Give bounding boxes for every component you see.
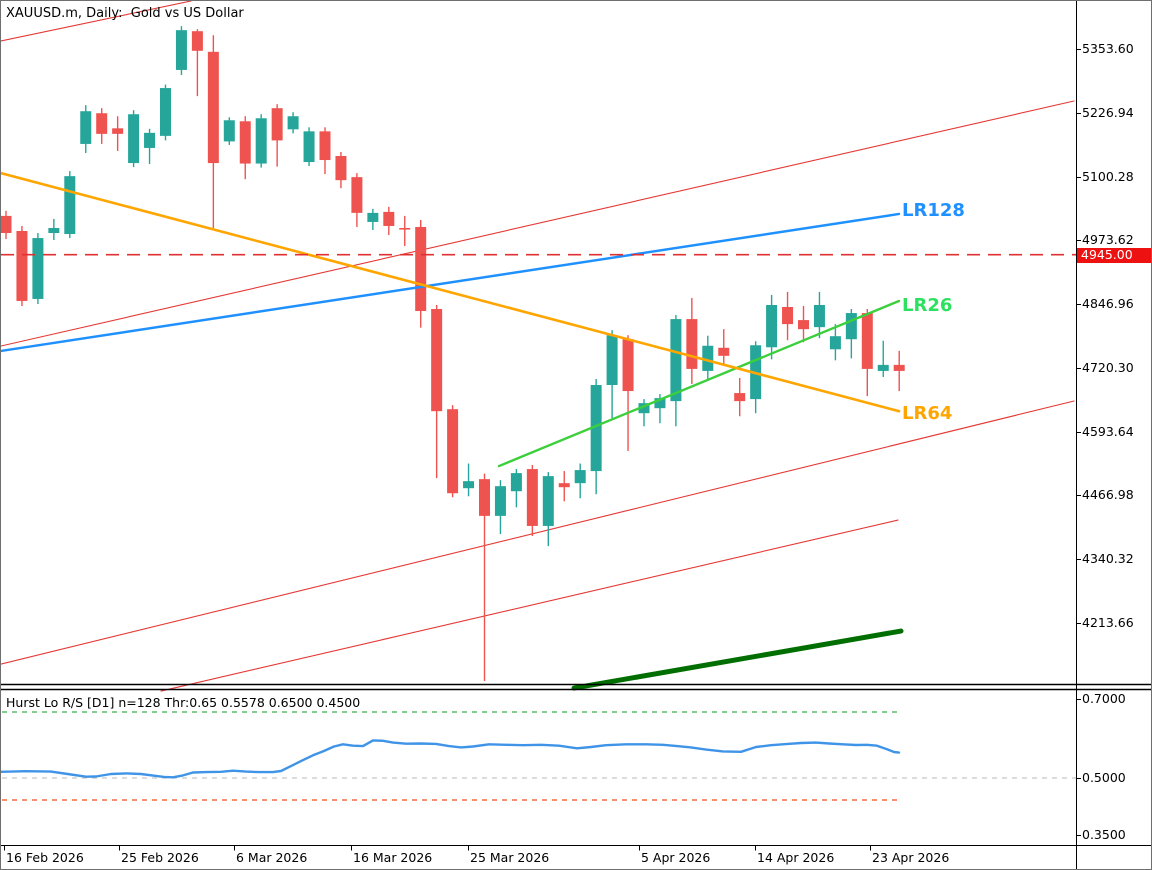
candle-bull bbox=[367, 212, 379, 222]
time-axis-label: 16 Feb 2026 bbox=[6, 850, 84, 865]
lr128-line-label: LR128 bbox=[902, 200, 965, 221]
candle-bull bbox=[160, 88, 171, 136]
candle-bull bbox=[829, 336, 841, 350]
candle-bull bbox=[303, 131, 315, 163]
candle-bear bbox=[558, 483, 570, 488]
candle-bear bbox=[798, 320, 809, 330]
candle-bear bbox=[351, 177, 363, 213]
time-axis-label: 23 Apr 2026 bbox=[872, 850, 950, 865]
price-axis-label: 4466.98 bbox=[1082, 487, 1134, 502]
lr128-regression-line[interactable] bbox=[1, 212, 901, 353]
candle-bull bbox=[255, 118, 267, 164]
candle-bear bbox=[1, 215, 12, 234]
price-axis-label: 4973.62 bbox=[1082, 232, 1134, 247]
lr64-line-label: LR64 bbox=[902, 403, 953, 424]
candle-bear bbox=[112, 128, 124, 134]
candle-bear bbox=[271, 108, 283, 141]
candle-bull bbox=[64, 176, 76, 235]
indicator-axis-label: 0.5000 bbox=[1082, 770, 1126, 785]
price-axis-label: 4846.96 bbox=[1082, 296, 1134, 311]
candle-bear bbox=[734, 393, 746, 402]
price-axis-label: 5226.94 bbox=[1082, 105, 1134, 120]
indicator-title: Hurst Lo R/S [D1] n=128 Thr:0.65 0.5578 … bbox=[6, 695, 361, 710]
red-channel-lower[interactable] bbox=[1, 400, 1075, 665]
candle-bull bbox=[574, 470, 586, 484]
dark-green-trendline[interactable] bbox=[571, 628, 904, 691]
red-trendline-low[interactable] bbox=[160, 519, 899, 692]
candle-bull bbox=[48, 227, 60, 234]
candle-bear bbox=[415, 226, 427, 312]
candle-bear bbox=[16, 231, 28, 301]
candle-bull bbox=[766, 304, 778, 348]
time-axis-label: 6 Mar 2026 bbox=[236, 850, 308, 865]
candle-bull bbox=[845, 313, 857, 340]
candle-bear bbox=[319, 131, 331, 161]
candle-bull bbox=[128, 114, 140, 164]
candle-bull bbox=[463, 481, 475, 489]
time-axis-label: 16 Mar 2026 bbox=[353, 850, 433, 865]
candle-bear bbox=[207, 51, 219, 164]
current-price-badge: 4945.00 bbox=[1077, 247, 1151, 263]
candle-bull bbox=[670, 319, 682, 402]
candle-bull bbox=[80, 111, 92, 144]
candle-bear bbox=[526, 469, 538, 526]
price-axis-label: 4720.30 bbox=[1082, 360, 1134, 375]
indicator-axis-label: 0.3500 bbox=[1082, 827, 1126, 842]
candle-bear bbox=[622, 339, 634, 392]
hurst-indicator-line bbox=[1, 739, 901, 779]
candle-bull bbox=[287, 116, 299, 130]
candle-bull bbox=[654, 398, 666, 409]
candle-bull bbox=[144, 132, 156, 148]
price-axis-label: 4593.64 bbox=[1082, 424, 1134, 439]
candle-bear bbox=[686, 319, 698, 369]
candle-bull bbox=[638, 403, 650, 414]
candle-bull bbox=[606, 335, 618, 386]
candle-bull bbox=[32, 238, 44, 299]
price-axis-label: 4340.32 bbox=[1082, 551, 1134, 566]
candle-bear bbox=[335, 156, 347, 181]
candle-bear bbox=[718, 347, 730, 356]
red-channel-middle[interactable] bbox=[1, 100, 1075, 347]
time-axis-label: 25 Mar 2026 bbox=[470, 850, 550, 865]
candle-bull bbox=[590, 385, 602, 472]
candle-bear bbox=[479, 479, 490, 516]
candle-bear bbox=[96, 113, 108, 134]
price-axis-label: 5100.28 bbox=[1082, 169, 1134, 184]
candle-bull bbox=[542, 476, 554, 526]
time-axis-label: 25 Feb 2026 bbox=[121, 850, 199, 865]
price-axis-label: 4213.66 bbox=[1082, 615, 1134, 630]
candle-bear bbox=[399, 227, 411, 230]
candle-bull bbox=[510, 473, 522, 492]
candle-bull bbox=[223, 120, 235, 142]
current-price-value: 4945.00 bbox=[1081, 247, 1133, 263]
time-axis-label: 14 Apr 2026 bbox=[757, 850, 835, 865]
candle-bear bbox=[431, 309, 443, 412]
candle-bear bbox=[861, 313, 873, 369]
candle-bull bbox=[813, 304, 825, 328]
candle-bull bbox=[702, 345, 714, 371]
candle-bear bbox=[191, 31, 203, 51]
red-channel-upper[interactable] bbox=[1, 1, 192, 42]
lr26-regression-line[interactable] bbox=[497, 299, 901, 468]
time-axis-label: 5 Apr 2026 bbox=[641, 850, 711, 865]
price-axis-label: 5353.60 bbox=[1082, 41, 1134, 56]
chart-title: XAUUSD.m, Daily: Gold vs US Dollar bbox=[6, 6, 244, 21]
candle-bull bbox=[175, 30, 187, 70]
candle-bear bbox=[383, 211, 395, 226]
candle-bear bbox=[447, 409, 459, 494]
candle-bear bbox=[239, 121, 251, 164]
lr26-line-label: LR26 bbox=[902, 295, 953, 316]
lr64-regression-line[interactable] bbox=[1, 171, 901, 413]
candle-bear bbox=[782, 307, 794, 325]
candle-bear bbox=[893, 364, 905, 371]
candle-bull bbox=[494, 486, 506, 516]
candle-bull bbox=[877, 364, 889, 371]
indicator-axis-label: 0.7000 bbox=[1082, 691, 1126, 706]
